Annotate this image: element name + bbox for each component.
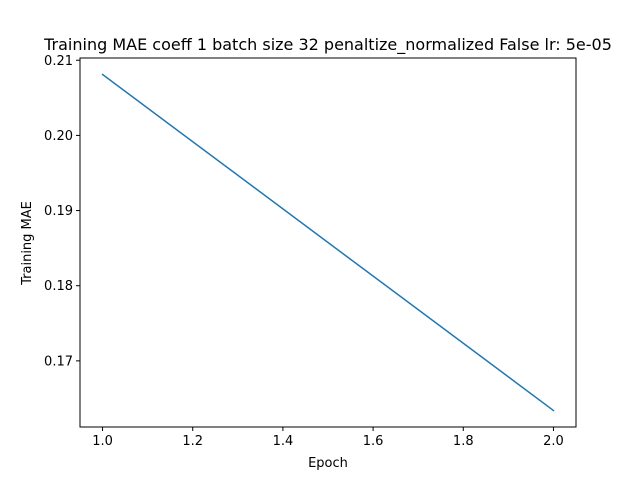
ticks-layer: 1.0 1.2 1.4 1.6 1.8 2.0 0.17 0.18 0.19 0.20 0.21 [44, 54, 564, 449]
x-tick-label: 1.8 [453, 434, 474, 449]
plot-frame [79, 57, 577, 428]
y-tick-label: 0.21 [44, 54, 73, 69]
chart-title: Training MAE coeff 1 batch size 32 penal… [43, 35, 612, 55]
series-line [101, 73, 555, 412]
x-axis-label: Epoch [308, 456, 348, 471]
y-tick-label: 0.19 [44, 204, 73, 219]
x-tick-label: 1.4 [273, 434, 294, 449]
x-tick-label: 1.6 [363, 434, 384, 449]
x-tick-label: 1.0 [92, 434, 113, 449]
y-tick-label: 0.20 [44, 129, 73, 144]
x-tick-label: 1.2 [182, 434, 203, 449]
y-tick-label: 0.18 [44, 279, 73, 294]
y-axis-label: Training MAE [20, 201, 35, 286]
x-tick-label: 2.0 [543, 434, 564, 449]
y-tick-label: 0.17 [44, 354, 73, 369]
series-layer [101, 73, 555, 412]
